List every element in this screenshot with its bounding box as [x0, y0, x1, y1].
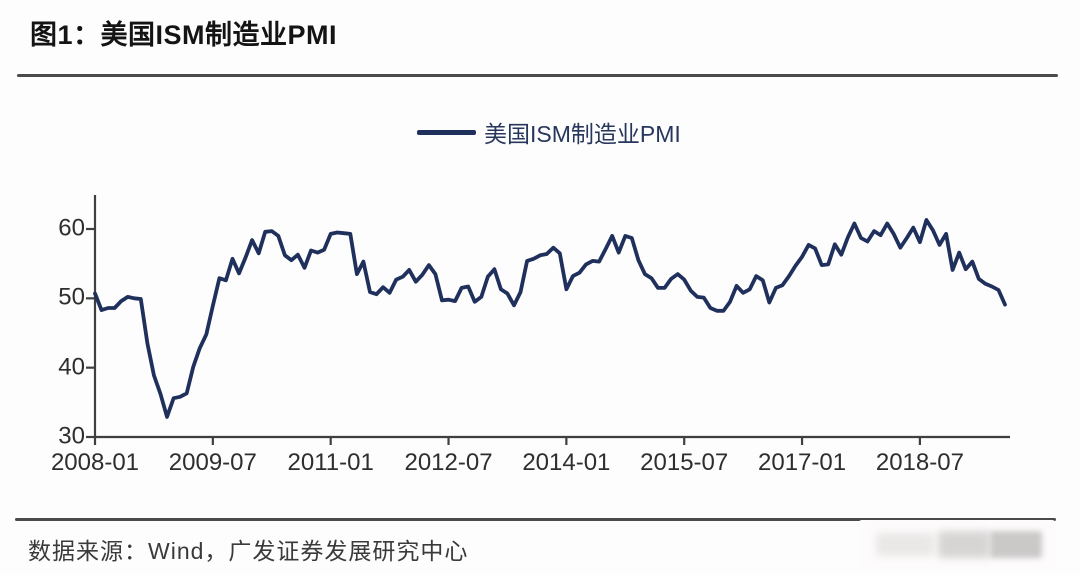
legend-label: 美国ISM制造业PMI [484, 121, 681, 147]
y-tick-label: 30 [58, 422, 85, 450]
legend-line-swatch [417, 129, 476, 135]
x-tick-label: 2008-01 [50, 449, 140, 476]
y-tick-label: 50 [58, 283, 85, 311]
watermark-block [938, 531, 990, 558]
x-tick-label: 2009-07 [168, 449, 257, 476]
figure-title: 图1：美国ISM制造业PMI [30, 20, 338, 50]
source-text: 数据来源：Wind，广发证券发展研究中心 [28, 538, 469, 564]
x-tick-label: 2012-07 [404, 449, 493, 476]
x-tick-label: 2018-07 [875, 449, 964, 476]
blurred-watermark [858, 520, 1056, 568]
watermark-block [876, 533, 934, 556]
y-tick-label: 40 [58, 353, 85, 381]
x-tick-label: 2017-01 [758, 449, 847, 476]
x-tick-label: 2014-01 [522, 449, 611, 476]
pmi-line-series [93, 218, 1007, 419]
footer-divider [15, 518, 1056, 521]
x-tick-label: 2011-01 [287, 449, 374, 476]
x-tick-label: 2015-07 [640, 449, 729, 476]
chart-legend: 美国ISM制造业PMI [417, 118, 681, 147]
watermark-block [990, 531, 1042, 558]
title-divider [17, 74, 1058, 77]
y-tick-label: 60 [58, 214, 85, 242]
